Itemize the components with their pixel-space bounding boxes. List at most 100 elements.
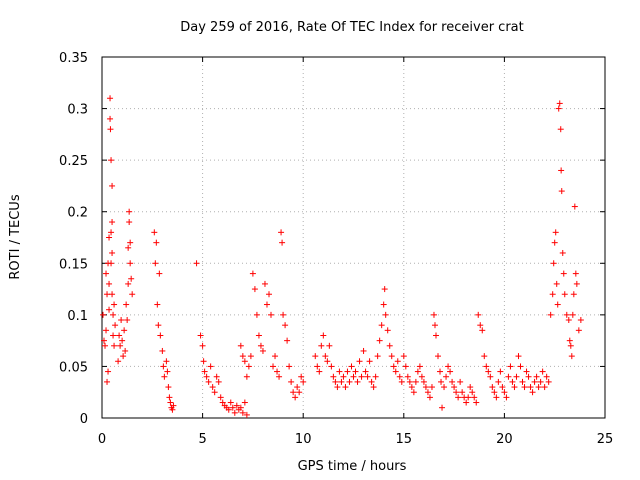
data-point: [279, 239, 286, 246]
data-point: [352, 368, 359, 375]
data-point: [414, 368, 421, 375]
data-point: [239, 353, 246, 360]
data-point: [125, 244, 132, 251]
data-point: [342, 384, 349, 391]
data-point: [547, 311, 554, 318]
data-point: [398, 378, 405, 385]
data-points: [100, 95, 584, 418]
y-tick-labels: 0 0.05 0.1 0.15 0.2 0.25 0.3 0.35: [59, 51, 88, 427]
data-point: [318, 342, 325, 349]
x-tick-label: 25: [597, 432, 614, 447]
data-point: [334, 384, 341, 391]
data-point: [316, 368, 323, 375]
data-point: [364, 373, 371, 380]
data-point: [205, 378, 212, 385]
data-point: [565, 317, 572, 324]
data-point: [109, 291, 116, 298]
data-point: [112, 322, 119, 329]
data-point: [322, 353, 329, 360]
data-point: [418, 373, 425, 380]
data-point: [106, 234, 113, 241]
data-point: [229, 404, 236, 411]
data-point: [278, 229, 285, 236]
data-point: [537, 378, 544, 385]
data-point: [106, 280, 113, 287]
data-point: [394, 358, 401, 365]
data-point: [161, 373, 168, 380]
data-point: [320, 332, 327, 339]
data-point: [552, 229, 559, 236]
data-point: [169, 406, 176, 413]
data-point: [103, 327, 110, 334]
y-tick-label: 0.1: [67, 309, 88, 324]
data-point: [193, 260, 200, 267]
data-point: [572, 270, 579, 277]
data-point: [127, 260, 134, 267]
data-point: [123, 301, 130, 308]
data-point: [388, 353, 395, 360]
data-point: [350, 373, 357, 380]
data-point: [107, 126, 114, 133]
data-point: [245, 363, 252, 370]
data-point: [109, 249, 116, 256]
x-tick-label: 20: [496, 432, 513, 447]
data-point: [437, 368, 444, 375]
data-point: [428, 384, 435, 391]
data-point: [511, 384, 518, 391]
data-point: [290, 389, 297, 396]
data-point: [104, 291, 111, 298]
data-point: [166, 394, 173, 401]
data-point: [441, 384, 448, 391]
data-point: [255, 332, 262, 339]
data-point: [438, 378, 445, 385]
data-point: [276, 373, 283, 380]
data-point: [410, 389, 417, 396]
data-point: [108, 260, 115, 267]
data-point: [557, 126, 564, 133]
data-point: [475, 311, 482, 318]
data-point: [513, 373, 520, 380]
x-tick-label: 15: [396, 432, 413, 447]
data-point: [108, 229, 115, 236]
y-axis-label: ROTI / TECUs: [8, 194, 23, 279]
data-point: [556, 100, 563, 107]
data-point: [109, 182, 116, 189]
data-point: [170, 402, 177, 409]
data-point: [167, 399, 174, 406]
data-point: [554, 301, 561, 308]
data-point: [338, 378, 345, 385]
data-point: [110, 332, 117, 339]
data-point: [268, 311, 275, 318]
data-point: [348, 363, 355, 370]
data-point: [477, 322, 484, 329]
x-tick-label: 0: [98, 432, 106, 447]
chart-title: Day 259 of 2016, Rate Of TEC Index for r…: [180, 20, 523, 35]
data-point: [119, 337, 126, 344]
data-point: [503, 394, 510, 401]
plot-frame: [101, 56, 606, 419]
data-point: [105, 368, 112, 375]
data-point: [312, 353, 319, 360]
data-point: [521, 384, 528, 391]
data-point: [126, 219, 133, 226]
data-point: [535, 384, 542, 391]
data-point: [390, 363, 397, 370]
data-point: [265, 291, 272, 298]
data-point: [155, 322, 162, 329]
data-point: [573, 280, 580, 287]
data-point: [251, 286, 258, 293]
data-point: [241, 358, 248, 365]
data-point: [523, 368, 530, 375]
data-point: [237, 342, 244, 349]
y-tick-label: 0.35: [59, 51, 88, 66]
data-point: [553, 280, 560, 287]
data-point: [200, 358, 207, 365]
data-point: [164, 368, 171, 375]
y-tick-label: 0.25: [59, 154, 88, 169]
data-point: [449, 378, 456, 385]
data-point: [439, 404, 446, 411]
data-point: [217, 394, 224, 401]
data-point: [378, 322, 385, 329]
data-point: [336, 368, 343, 375]
